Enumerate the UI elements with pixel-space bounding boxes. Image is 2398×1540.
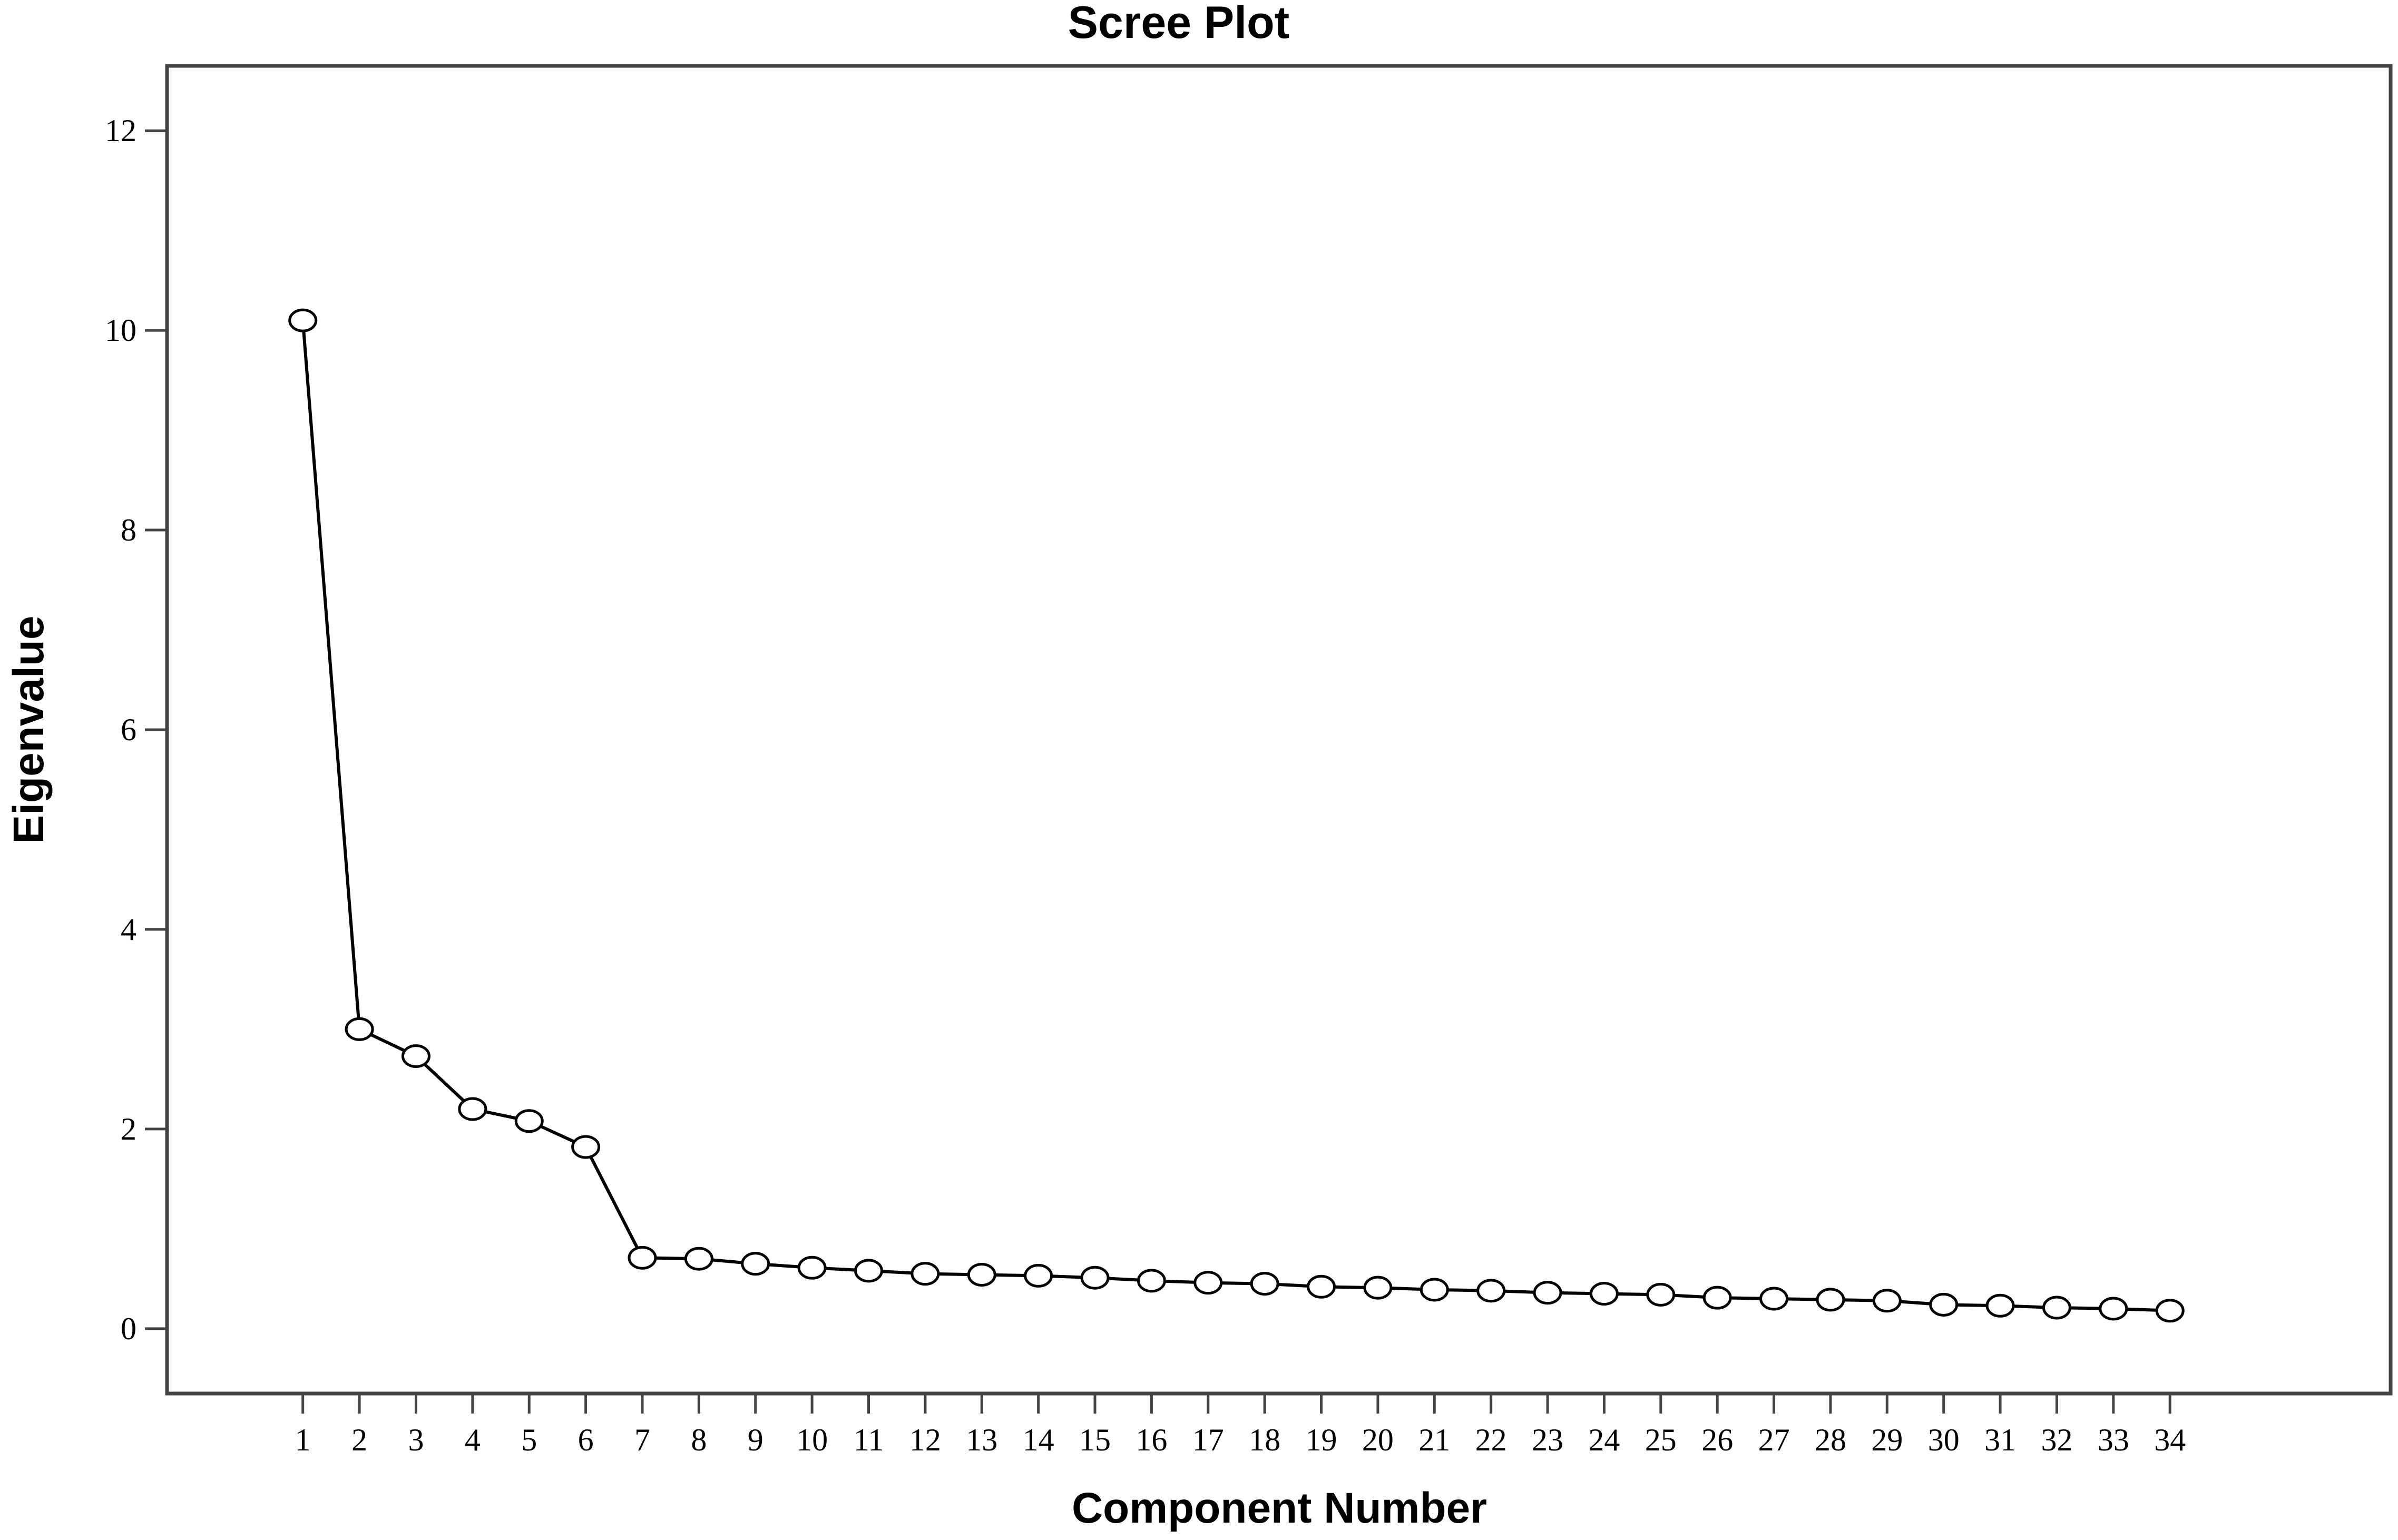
data-point [2099, 1297, 2128, 1321]
data-point [1193, 1271, 1223, 1295]
data-point [1985, 1293, 2015, 1318]
x-tick-label: 26 [1701, 1423, 1733, 1457]
x-tick-label: 28 [1815, 1423, 1846, 1457]
data-point [911, 1262, 940, 1286]
data-point [967, 1263, 996, 1287]
data-point [1759, 1287, 1789, 1311]
series-line [301, 320, 2170, 1312]
data-point [854, 1259, 884, 1283]
x-tick-label: 25 [1645, 1423, 1677, 1457]
y-tick-label: 10 [105, 313, 136, 348]
data-point [684, 1247, 713, 1271]
y-tick-label: 6 [121, 712, 136, 747]
data-point [1816, 1288, 1845, 1312]
data-point [401, 1044, 430, 1068]
x-tick-label: 4 [465, 1423, 481, 1457]
data-point [628, 1245, 657, 1270]
x-tick-label: 18 [1249, 1423, 1280, 1457]
data-point [1250, 1272, 1279, 1296]
y-tick-label: 8 [121, 513, 136, 547]
x-tick-label: 16 [1136, 1423, 1167, 1457]
data-point [1646, 1282, 1676, 1307]
data-point [2155, 1299, 2185, 1323]
x-tick-label: 24 [1588, 1423, 1620, 1457]
data-point [1533, 1281, 1562, 1305]
data-point [571, 1135, 601, 1159]
data-point [1080, 1266, 1110, 1290]
x-tick-label: 5 [521, 1423, 537, 1457]
x-tick-label: 3 [408, 1423, 424, 1457]
chart-title: Scree Plot [1068, 0, 1290, 48]
data-point [1476, 1279, 1506, 1303]
x-tick-label: 20 [1362, 1423, 1394, 1457]
x-tick-label: 27 [1758, 1423, 1790, 1457]
x-tick-label: 22 [1475, 1423, 1507, 1457]
data-point [1702, 1286, 1732, 1310]
y-tick-label: 12 [105, 113, 136, 148]
x-tick-label: 9 [748, 1423, 764, 1457]
x-tick-label: 10 [796, 1423, 828, 1457]
data-point [345, 1017, 374, 1041]
x-tick-label: 6 [578, 1423, 594, 1457]
x-tick-label: 2 [351, 1423, 367, 1457]
x-tick-label: 30 [1928, 1423, 1960, 1457]
x-tick-label: 21 [1418, 1423, 1450, 1457]
plot-frame [165, 64, 2393, 1396]
y-tick-label: 0 [121, 1311, 136, 1346]
x-axis: 1 2 3 4 5 6 7 8 9 10 11 12 13 14 15 16 17 18 19 20 21 22 23 24 2… [295, 1394, 2186, 1457]
x-tick-label: 15 [1079, 1423, 1111, 1457]
x-tick-label: 33 [2098, 1423, 2129, 1457]
x-tick-label: 1 [295, 1423, 311, 1457]
data-point [1363, 1276, 1393, 1300]
data-point [1589, 1282, 1619, 1306]
x-axis-label: Component Number [1072, 1484, 1487, 1532]
y-tick-label: 4 [121, 912, 136, 947]
x-tick-label: 13 [966, 1423, 997, 1457]
data-series [288, 308, 2185, 1323]
data-point [741, 1252, 770, 1276]
data-point [288, 308, 318, 332]
x-tick-label: 7 [634, 1423, 650, 1457]
x-tick-label: 17 [1192, 1423, 1224, 1457]
data-point [514, 1109, 544, 1133]
y-axis: 0 2 4 6 8 10 12 [105, 113, 167, 1346]
x-tick-label: 12 [909, 1423, 941, 1457]
data-point [2042, 1296, 2071, 1320]
x-tick-label: 32 [2041, 1423, 2072, 1457]
data-point [797, 1255, 827, 1280]
data-point [1929, 1292, 1959, 1317]
data-point [1024, 1263, 1053, 1288]
x-tick-label: 29 [1871, 1423, 1903, 1457]
data-point [458, 1097, 487, 1121]
x-tick-label: 23 [1532, 1423, 1563, 1457]
x-tick-label: 14 [1023, 1423, 1054, 1457]
x-tick-label: 31 [1984, 1423, 2016, 1457]
x-tick-label: 19 [1306, 1423, 1337, 1457]
data-point [1307, 1274, 1336, 1299]
x-tick-label: 8 [691, 1423, 707, 1457]
x-tick-label: 34 [2154, 1423, 2186, 1457]
data-point [1137, 1269, 1166, 1293]
x-tick-label: 11 [854, 1423, 884, 1457]
data-point [1872, 1289, 1902, 1313]
y-tick-label: 2 [121, 1112, 136, 1146]
y-axis-label: Eigenvalue [5, 616, 53, 844]
data-point [1420, 1278, 1449, 1302]
